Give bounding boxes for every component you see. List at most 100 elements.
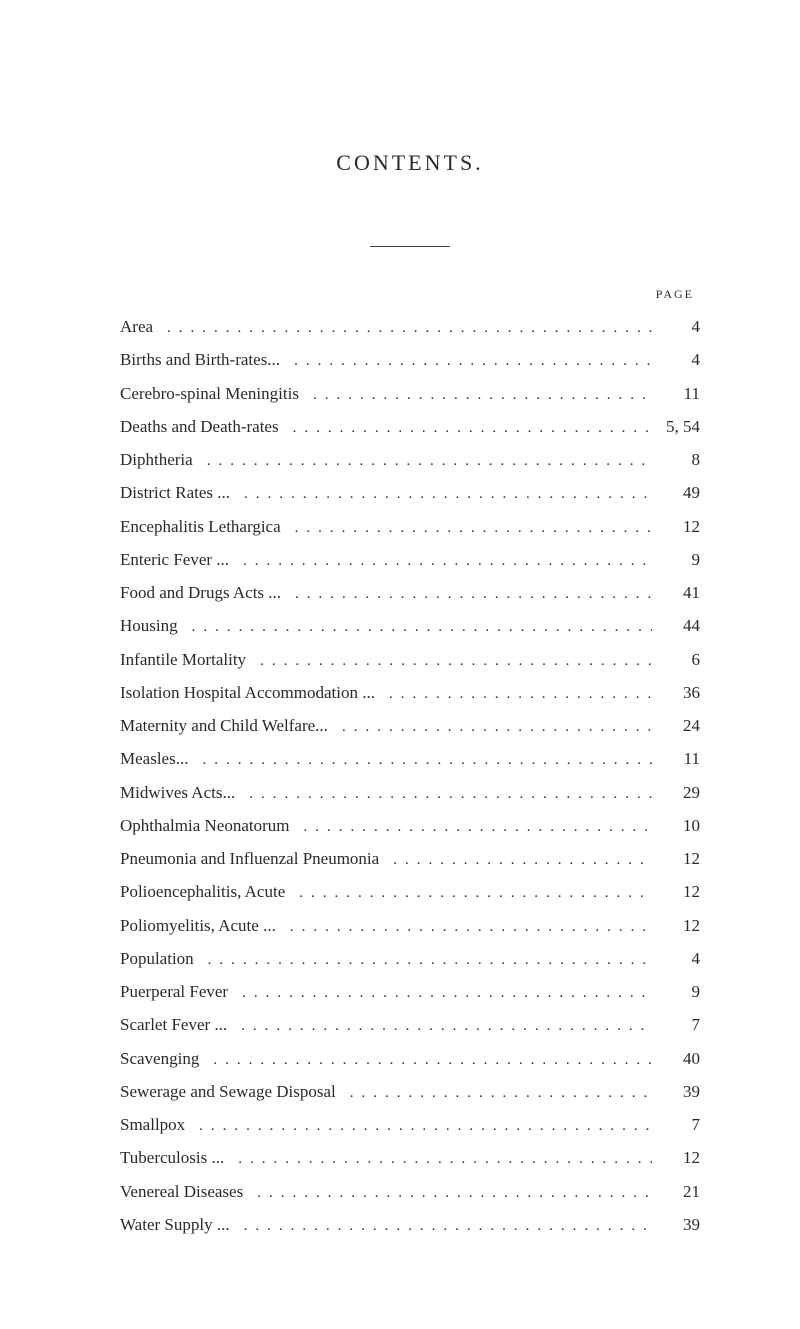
entry-page: 9 <box>652 975 700 1008</box>
entry-label: Population <box>120 942 194 975</box>
leader-dots: ........................................… <box>199 1046 652 1075</box>
entry-page: 11 <box>652 377 700 410</box>
leader-dots: ........................................… <box>281 514 652 543</box>
leader-dots: ........................................… <box>153 314 652 343</box>
toc-entry: Encephalitis Lethargica.................… <box>120 510 700 543</box>
entry-page: 4 <box>652 343 700 376</box>
toc-entry: Venereal Diseases.......................… <box>120 1175 700 1208</box>
entry-page: 24 <box>652 709 700 742</box>
page-column-header: PAGE <box>120 287 700 302</box>
toc-entry: Ophthalmia Neonatorum...................… <box>120 809 700 842</box>
leader-dots: ........................................… <box>235 780 652 809</box>
entry-page: 40 <box>652 1042 700 1075</box>
leader-dots: ........................................… <box>185 1112 652 1141</box>
entry-label: Maternity and Child Welfare... <box>120 709 328 742</box>
leader-dots: ........................................… <box>375 680 652 709</box>
entry-page: 7 <box>652 1108 700 1141</box>
entry-page: 12 <box>652 842 700 875</box>
entry-label: Puerperal Fever <box>120 975 228 1008</box>
entry-page: 5, 54 <box>652 410 700 443</box>
entry-page: 44 <box>652 609 700 642</box>
entry-page: 12 <box>652 909 700 942</box>
entry-page: 12 <box>652 510 700 543</box>
entry-label: Sewerage and Sewage Disposal <box>120 1075 336 1108</box>
leader-dots: ........................................… <box>193 447 652 476</box>
toc-entry: Puerperal Fever.........................… <box>120 975 700 1008</box>
entry-page: 8 <box>652 443 700 476</box>
leader-dots: ........................................… <box>188 746 652 775</box>
toc-entry: Housing.................................… <box>120 609 700 642</box>
entry-label: Scavenging <box>120 1042 199 1075</box>
leader-dots: ........................................… <box>299 381 652 410</box>
entry-label: Cerebro-spinal Meningitis <box>120 377 299 410</box>
toc-entry: Births and Birth-rates..................… <box>120 343 700 376</box>
leader-dots: ........................................… <box>230 1212 652 1241</box>
entry-page: 4 <box>652 942 700 975</box>
entry-label: Water Supply ... <box>120 1208 230 1241</box>
toc-entry: Maternity and Child Welfare.............… <box>120 709 700 742</box>
toc-entry: Infantile Mortality.....................… <box>120 643 700 676</box>
entry-label: Ophthalmia Neonatorum <box>120 809 290 842</box>
entry-page: 4 <box>652 310 700 343</box>
toc-entry: Water Supply ...........................… <box>120 1208 700 1241</box>
toc-entry: Midwives Acts...........................… <box>120 776 700 809</box>
leader-dots: ........................................… <box>279 414 652 443</box>
entry-page: 12 <box>652 875 700 908</box>
entry-label: Isolation Hospital Accommodation ... <box>120 676 375 709</box>
entry-page: 36 <box>652 676 700 709</box>
entry-page: 11 <box>652 742 700 775</box>
leader-dots: ........................................… <box>227 1012 652 1041</box>
entry-label: Midwives Acts... <box>120 776 235 809</box>
entry-label: Enteric Fever ... <box>120 543 229 576</box>
toc-entry: Tuberculosis ...........................… <box>120 1141 700 1174</box>
toc-entry: Area....................................… <box>120 310 700 343</box>
entry-label: Food and Drugs Acts ... <box>120 576 281 609</box>
toc-entry: Pneumonia and Influenzal Pneumonia......… <box>120 842 700 875</box>
toc-entry: Scarlet Fever ..........................… <box>120 1008 700 1041</box>
entry-label: Births and Birth-rates... <box>120 343 280 376</box>
entry-label: Infantile Mortality <box>120 643 246 676</box>
leader-dots: ........................................… <box>336 1079 652 1108</box>
entry-label: Poliomyelitis, Acute ... <box>120 909 276 942</box>
entry-page: 10 <box>652 809 700 842</box>
toc-entry: Sewerage and Sewage Disposal............… <box>120 1075 700 1108</box>
toc-entry: Isolation Hospital Accommodation .......… <box>120 676 700 709</box>
entry-label: Housing <box>120 609 178 642</box>
leader-dots: ........................................… <box>280 347 652 376</box>
entry-page: 29 <box>652 776 700 809</box>
entry-page: 7 <box>652 1008 700 1041</box>
leader-dots: ........................................… <box>290 813 653 842</box>
leader-dots: ........................................… <box>281 580 652 609</box>
toc-entry: Enteric Fever ..........................… <box>120 543 700 576</box>
contents-title: CONTENTS. <box>120 150 700 176</box>
leader-dots: ........................................… <box>285 879 652 908</box>
entry-label: District Rates ... <box>120 476 230 509</box>
entry-page: 12 <box>652 1141 700 1174</box>
entry-label: Diphtheria <box>120 443 193 476</box>
entry-label: Polioencephalitis, Acute <box>120 875 285 908</box>
toc-entry: Smallpox................................… <box>120 1108 700 1141</box>
leader-dots: ........................................… <box>243 1179 652 1208</box>
entry-label: Scarlet Fever ... <box>120 1008 227 1041</box>
toc-entry: Measles.................................… <box>120 742 700 775</box>
entry-label: Area <box>120 310 153 343</box>
toc-entry: Poliomyelitis, Acute ...................… <box>120 909 700 942</box>
entry-label: Pneumonia and Influenzal Pneumonia <box>120 842 379 875</box>
toc-entry: Cerebro-spinal Meningitis...............… <box>120 377 700 410</box>
entry-page: 41 <box>652 576 700 609</box>
entry-page: 39 <box>652 1075 700 1108</box>
entry-page: 21 <box>652 1175 700 1208</box>
toc-entry: Diphtheria..............................… <box>120 443 700 476</box>
entry-page: 9 <box>652 543 700 576</box>
leader-dots: ........................................… <box>194 946 652 975</box>
entry-label: Measles... <box>120 742 188 775</box>
toc-entry: Scavenging..............................… <box>120 1042 700 1075</box>
leader-dots: ........................................… <box>230 480 652 509</box>
toc-entry: Deaths and Death-rates..................… <box>120 410 700 443</box>
toc-entry: Polioencephalitis, Acute................… <box>120 875 700 908</box>
entry-page: 6 <box>652 643 700 676</box>
leader-dots: ........................................… <box>228 979 652 1008</box>
leader-dots: ........................................… <box>178 613 652 642</box>
entry-label: Encephalitis Lethargica <box>120 510 281 543</box>
entry-label: Smallpox <box>120 1108 185 1141</box>
